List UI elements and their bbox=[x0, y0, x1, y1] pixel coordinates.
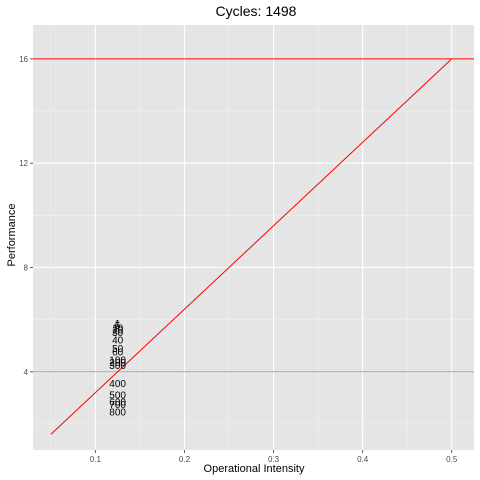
point-label: 300 bbox=[109, 361, 126, 372]
y-tick-label: 4 bbox=[24, 368, 29, 377]
point-label: 50 bbox=[112, 344, 124, 355]
y-tick-label: 16 bbox=[19, 55, 28, 64]
x-tick-label: 0.4 bbox=[357, 455, 369, 464]
plot-panel bbox=[33, 25, 474, 450]
x-tick-label: 0.2 bbox=[179, 455, 191, 464]
y-axis-title: Performance bbox=[6, 204, 18, 267]
y-tick-label: 12 bbox=[19, 159, 28, 168]
x-axis-title: Operational Intensity bbox=[204, 463, 305, 475]
point-label: 800 bbox=[109, 408, 126, 419]
x-tick-label: 0.1 bbox=[90, 455, 102, 464]
point-label: 700 bbox=[109, 400, 126, 411]
x-axis-ticks: 0.1 0.2 0.3 0.4 0.5 bbox=[90, 450, 458, 464]
point-label: 5 bbox=[115, 321, 121, 332]
x-tick-label: 0.3 bbox=[268, 455, 280, 464]
y-axis-ticks: 4 8 12 16 bbox=[19, 55, 33, 377]
point-label: 40 bbox=[112, 335, 124, 346]
point-label: 20 bbox=[112, 326, 124, 337]
reference-lines bbox=[33, 58, 474, 435]
point-label: 100 bbox=[109, 356, 126, 367]
point-label: 1 bbox=[115, 319, 121, 330]
point-label: 10 bbox=[112, 323, 124, 334]
point-label: 400 bbox=[109, 379, 126, 390]
point-label: 30 bbox=[112, 328, 124, 339]
minor-gridlines bbox=[33, 25, 474, 450]
point-label: 200 bbox=[109, 358, 126, 369]
point-label: 600 bbox=[109, 397, 126, 408]
chart-title: Cycles: 1498 bbox=[216, 3, 297, 19]
y-tick-label: 8 bbox=[24, 263, 29, 272]
point-label: 60 bbox=[112, 348, 124, 359]
x-tick-label: 0.5 bbox=[446, 455, 458, 464]
roofline-diagonal bbox=[50, 58, 453, 435]
point-label: 500 bbox=[109, 391, 126, 402]
